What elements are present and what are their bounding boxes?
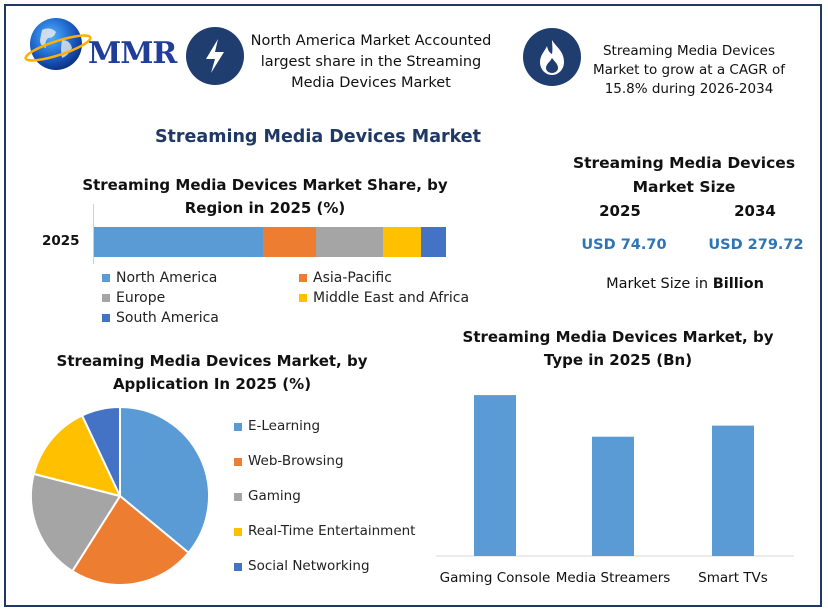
legend-label: E-Learning xyxy=(248,418,321,434)
region-legend-asia-pacific: Asia-Pacific xyxy=(299,270,499,286)
legend-swatch xyxy=(234,458,242,466)
type-tick-label-media-streamers: Media Streamers xyxy=(556,570,671,586)
region-legend: North America Asia-Pacific Europe Middle Ea… xyxy=(102,270,502,326)
legend-swatch xyxy=(102,294,110,302)
region-segment-north-america xyxy=(94,227,263,257)
application-legend-gaming: Gaming xyxy=(234,488,434,523)
page-title: Streaming Media Devices Market xyxy=(154,127,482,147)
legend-swatch xyxy=(102,314,110,322)
market-size-value-2025: USD 74.70 xyxy=(581,237,667,253)
region-stacked-bar xyxy=(94,227,446,257)
application-chart-title: Streaming Media Devices Market, by Appli… xyxy=(56,352,368,393)
application-legend: E-Learning Web-Browsing Gaming Real-Time En… xyxy=(234,418,434,593)
type-bar-chart: Gaming Console Media Streamers Smart TVs xyxy=(436,395,794,586)
pie-slice-gaming xyxy=(30,472,122,573)
market-size-year-2025: 2025 xyxy=(599,202,641,220)
region-legend-europe: Europe xyxy=(102,290,299,306)
region-legend-north-america: North America xyxy=(102,270,299,286)
pie-slice-e-learning xyxy=(119,405,210,555)
type-tick-label-smart-tvs: Smart TVs xyxy=(698,570,768,586)
region-bar-category: 2025 xyxy=(42,233,80,249)
pie-slice-real-time-entertainment xyxy=(32,414,122,498)
type-bar-gaming-console xyxy=(474,395,516,556)
globe-logo-icon xyxy=(24,18,92,70)
lightning-icon xyxy=(206,39,224,73)
legend-swatch xyxy=(234,493,242,501)
region-segment-south-america xyxy=(421,227,446,257)
info2-text: Streaming Media Devices Market to grow a… xyxy=(593,43,785,97)
application-legend-social-networking: Social Networking xyxy=(234,558,434,593)
pie-slice-social-networking xyxy=(80,405,121,497)
info2-badge xyxy=(523,28,581,86)
type-chart-title: Streaming Media Devices Market, by Type … xyxy=(462,328,774,369)
info1-badge xyxy=(186,27,244,85)
pie-slice-web-browsing xyxy=(70,494,190,586)
legend-label: Web-Browsing xyxy=(248,453,344,469)
type-tick-label-gaming-console: Gaming Console xyxy=(440,570,551,586)
region-axis-line xyxy=(93,204,94,264)
application-legend-e-learning: E-Learning xyxy=(234,418,434,453)
legend-swatch xyxy=(102,274,110,282)
legend-swatch xyxy=(234,563,242,571)
application-legend-real-time-entertainment: Real-Time Entertainment xyxy=(234,523,434,558)
type-bar-media-streamers xyxy=(592,436,634,556)
legend-label: Social Networking xyxy=(248,558,370,574)
type-bar-smart-tvs xyxy=(712,425,754,556)
region-segment-asia-pacific xyxy=(262,227,316,257)
market-size-year-2034: 2034 xyxy=(734,202,776,220)
legend-swatch xyxy=(234,423,242,431)
region-segment-europe xyxy=(315,227,383,257)
region-chart-title: Streaming Media Devices Market Share, by… xyxy=(82,176,448,217)
legend-swatch xyxy=(234,528,242,536)
infographic-frame xyxy=(4,4,822,607)
market-size-note: Market Size in Billion xyxy=(606,276,764,292)
application-pie-chart xyxy=(30,405,210,586)
legend-label: South America xyxy=(116,310,219,326)
region-legend-middle-east-and-africa: Middle East and Africa xyxy=(299,290,499,306)
legend-label: Asia-Pacific xyxy=(313,270,392,286)
flame-icon xyxy=(540,40,564,75)
info1-text: North America Market Accounted largest s… xyxy=(250,33,492,91)
market-size-value-2034: USD 279.72 xyxy=(708,237,804,253)
legend-label: North America xyxy=(116,270,218,286)
logo-text: MMR xyxy=(88,36,177,71)
region-segment-middle-east-and-africa xyxy=(382,227,422,257)
region-legend-south-america: South America xyxy=(102,310,299,326)
legend-label: Real-Time Entertainment xyxy=(248,523,416,539)
application-legend-web-browsing: Web-Browsing xyxy=(234,453,434,488)
legend-swatch xyxy=(299,274,307,282)
legend-swatch xyxy=(299,294,307,302)
legend-label: Middle East and Africa xyxy=(313,290,470,306)
legend-label: Gaming xyxy=(248,488,301,504)
legend-label: Europe xyxy=(116,290,166,306)
market-size-title: Streaming Media Devices Market Size xyxy=(572,154,796,196)
